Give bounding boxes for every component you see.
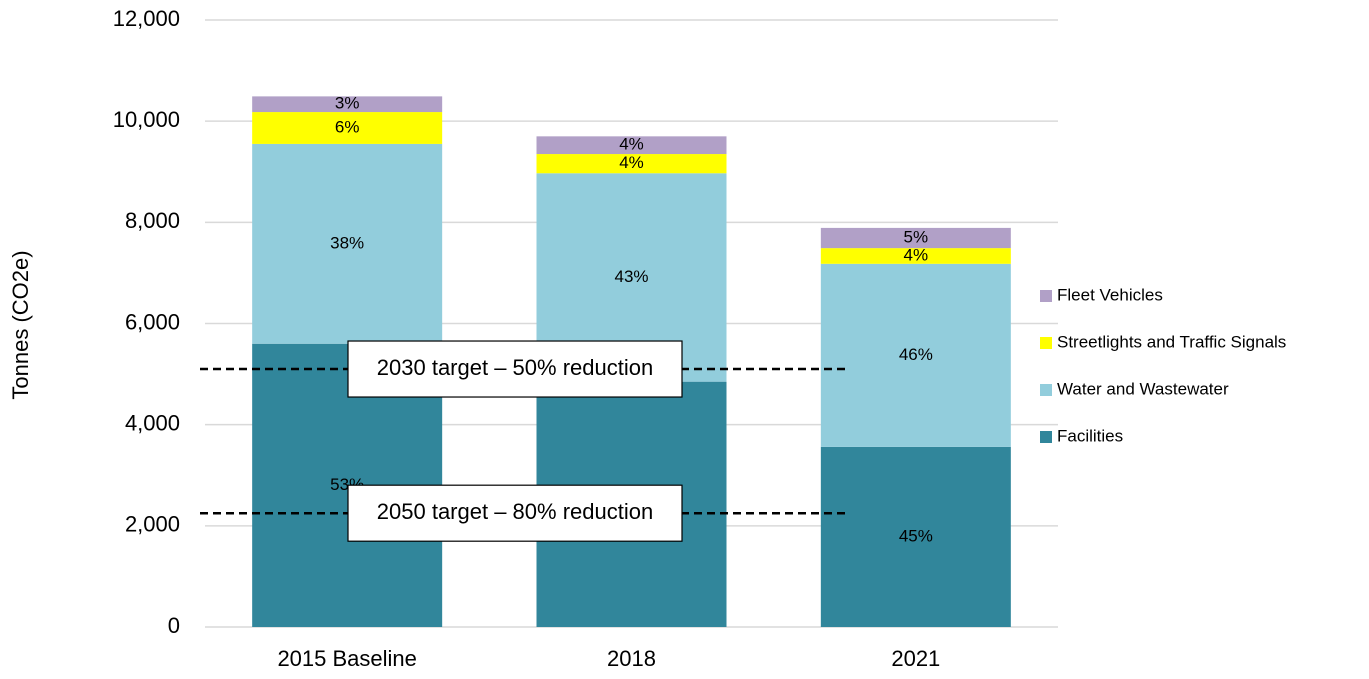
x-tick-label: 2015 Baseline — [277, 646, 416, 671]
y-tick-label: 8,000 — [125, 208, 180, 233]
y-tick-label: 12,000 — [113, 6, 180, 31]
legend-label: Fleet Vehicles — [1057, 285, 1163, 304]
bar-segment — [252, 96, 443, 113]
bar-segment — [820, 263, 1011, 447]
data-label: 3% — [335, 94, 360, 113]
bar-segment — [252, 112, 443, 144]
annotation-label: 2030 target – 50% reduction — [377, 355, 653, 380]
legend-swatch — [1040, 337, 1052, 349]
y-tick-label: 6,000 — [125, 309, 180, 334]
data-label: 45% — [899, 526, 933, 545]
legend-label: Water and Wastewater — [1057, 379, 1229, 398]
y-tick-label: 2,000 — [125, 512, 180, 537]
annotation-box — [347, 484, 683, 542]
data-label: 5% — [904, 227, 929, 246]
legend-label: Facilities — [1057, 426, 1123, 445]
data-label: 4% — [619, 135, 644, 154]
data-label: 4% — [904, 245, 929, 264]
annotation-box — [347, 340, 683, 398]
bar-segment — [820, 248, 1011, 264]
data-label: 43% — [614, 267, 648, 286]
data-label: 6% — [335, 117, 360, 136]
data-label: 38% — [330, 233, 364, 252]
x-tick-label: 2018 — [607, 646, 656, 671]
legend-swatch — [1040, 384, 1052, 396]
y-tick-label: 10,000 — [113, 107, 180, 132]
bar-segment — [536, 136, 727, 155]
data-label: 4% — [619, 153, 644, 172]
legend-label: Streetlights and Traffic Signals — [1057, 332, 1286, 351]
annotation-label: 2050 target – 80% reduction — [377, 499, 653, 524]
legend-swatch — [1040, 290, 1052, 302]
bar-segment — [536, 154, 727, 174]
y-axis-label: Tonnes (CO2e) — [8, 250, 33, 399]
x-tick-label: 2021 — [891, 646, 940, 671]
bar-segment — [252, 143, 443, 344]
bar-segment — [820, 446, 1011, 627]
y-tick-label: 0 — [168, 613, 180, 638]
legend-swatch — [1040, 431, 1052, 443]
bar-segment — [820, 227, 1011, 249]
data-label: 46% — [899, 345, 933, 364]
y-tick-label: 4,000 — [125, 410, 180, 435]
